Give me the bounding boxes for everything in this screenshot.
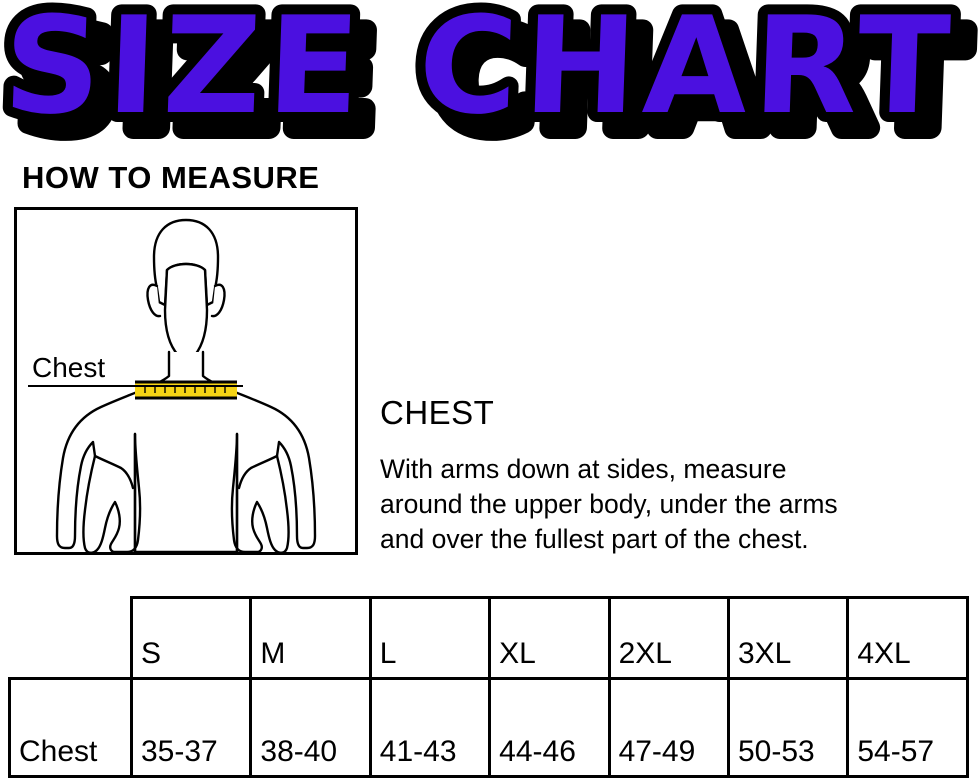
tape-ticks (144, 386, 226, 393)
description-line-1: With arms down at sides, measure (380, 454, 787, 484)
table-header-2xl: 2XL (607, 596, 730, 680)
male-torso-figure (55, 218, 317, 552)
tape-measure (135, 380, 237, 400)
title-outline-layer: SIZE CHART (1, 0, 959, 144)
description-line-2: around the upper body, under the arms (380, 489, 838, 519)
size-chart-title-graphic: SIZE CHART SIZE CHART SIZE CHART (0, 0, 978, 152)
title-fill-layer: SIZE CHART (1, 0, 959, 144)
table-corner-cell (10, 598, 132, 679)
table-row: Chest 35-37 38-40 41-43 44-46 47-49 50-5… (8, 677, 969, 778)
cell-chest-xl: 44-46 (488, 677, 611, 778)
table-header-row: S M L XL 2XL 3XL 4XL (10, 596, 969, 680)
table-header-xl: XL (488, 596, 611, 680)
table-header-m: M (249, 596, 372, 680)
title-shadow-layer: SIZE CHART (17, 4, 975, 152)
chest-section-heading: CHEST (380, 394, 495, 431)
cell-chest-s: 35-37 (129, 677, 253, 778)
how-to-measure-heading: HOW TO MEASURE (22, 160, 320, 195)
row-label-chest: Chest (8, 677, 133, 778)
description-line-3: and over the fullest part of the chest. (380, 524, 809, 554)
right-ear (210, 283, 226, 318)
size-chart-table: S M L XL 2XL 3XL 4XL Chest 35-37 38-40 4… (8, 596, 969, 778)
body-silhouette (55, 350, 317, 552)
right-arm-inner-line (237, 454, 279, 490)
page-title-block: SIZE CHART SIZE CHART SIZE CHART (0, 0, 978, 152)
measurement-figure-box (14, 207, 358, 555)
table-header-s: S (129, 596, 253, 680)
left-arm-inner-line (93, 454, 135, 490)
size-table-container: S M L XL 2XL 3XL 4XL Chest 35-37 38-40 4… (8, 596, 969, 778)
cell-chest-2xl: 47-49 (607, 677, 730, 778)
cell-chest-4xl: 54-57 (846, 677, 969, 778)
cell-chest-3xl: 50-53 (726, 677, 850, 778)
table-header-3xl: 3XL (726, 596, 850, 680)
left-ear (146, 283, 162, 318)
chest-section-description: With arms down at sides, measure around … (380, 452, 978, 557)
cell-chest-l: 41-43 (368, 677, 492, 778)
cell-chest-m: 38-40 (249, 677, 372, 778)
table-header-4xl: 4XL (846, 596, 969, 680)
tape-band (135, 382, 237, 398)
face-outline (163, 262, 209, 361)
table-header-l: L (368, 596, 492, 680)
